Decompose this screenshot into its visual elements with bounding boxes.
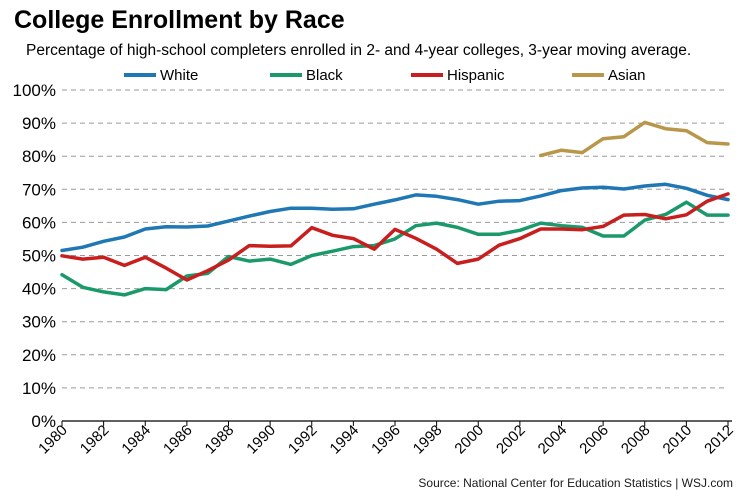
chart-title: College Enrollment by Race xyxy=(14,6,345,34)
y-tick-label: 40% xyxy=(22,280,56,299)
x-axis-tick-labels: 1980 1982 1984 1986 1988 1990 1992 1994 1996 1998… xyxy=(35,422,737,458)
y-tick-label: 80% xyxy=(22,147,56,166)
legend-label-black: Black xyxy=(306,67,343,84)
x-tick-label: 2012 xyxy=(701,422,737,458)
x-tick-label: 1986 xyxy=(160,422,196,458)
y-tick-label: 60% xyxy=(22,213,56,232)
series-line-asian xyxy=(538,120,730,158)
y-tick-label: 100% xyxy=(13,81,56,100)
y-axis-tick-labels: 0% 10% 20% 30% 40% 50% 60% 70% 80% 90% 100% xyxy=(13,81,56,431)
x-tick-label: 2000 xyxy=(451,422,487,458)
series-lines xyxy=(60,120,730,297)
x-tick-label: 1994 xyxy=(327,422,363,458)
x-tick-label: 2006 xyxy=(576,422,612,458)
x-tick-label: 1982 xyxy=(77,422,113,458)
x-tick-label: 1992 xyxy=(285,422,321,458)
series-line-black xyxy=(60,200,730,297)
y-tick-label: 90% xyxy=(22,114,56,133)
gridlines xyxy=(62,89,728,389)
series-line-white xyxy=(60,182,730,253)
chart-subtitle: Percentage of high-school completers enr… xyxy=(26,42,692,59)
x-tick-label: 1984 xyxy=(118,422,154,458)
x-tick-label: 1996 xyxy=(368,422,404,458)
source-note: Source: National Center for Education St… xyxy=(418,476,733,490)
x-tick-label: 1998 xyxy=(410,422,446,458)
y-tick-label: 0% xyxy=(31,412,56,431)
legend: White Black Hispanic Asian xyxy=(124,67,646,84)
legend-label-hispanic: Hispanic xyxy=(447,67,505,84)
x-tick-label: 1990 xyxy=(243,422,279,458)
series-line-hispanic xyxy=(60,192,730,282)
y-tick-label: 30% xyxy=(22,313,56,332)
y-tick-label: 20% xyxy=(22,346,56,365)
legend-label-white: White xyxy=(160,67,198,84)
x-tick-label: 1988 xyxy=(202,422,238,458)
x-tick-label: 2004 xyxy=(535,422,571,458)
x-axis xyxy=(61,420,732,426)
y-tick-label: 10% xyxy=(22,379,56,398)
legend-label-asian: Asian xyxy=(608,67,646,84)
x-tick-label: 2008 xyxy=(618,422,654,458)
y-tick-label: 50% xyxy=(22,247,56,266)
y-tick-label: 70% xyxy=(22,180,56,199)
x-tick-label: 2002 xyxy=(493,422,529,458)
x-tick-label: 2010 xyxy=(660,422,696,458)
